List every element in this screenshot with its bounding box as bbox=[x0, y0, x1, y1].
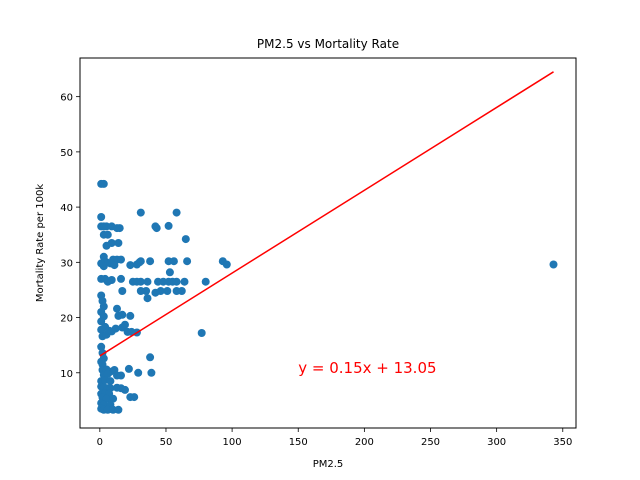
x-tick-label: 250 bbox=[421, 437, 440, 448]
fit-layer bbox=[99, 71, 554, 357]
data-point bbox=[143, 294, 152, 303]
data-point bbox=[163, 287, 172, 295]
data-point bbox=[177, 287, 186, 295]
x-axis-title: PM2.5 bbox=[313, 459, 344, 470]
data-point bbox=[197, 329, 206, 337]
data-point bbox=[146, 257, 155, 266]
chart-title: PM2.5 vs Mortality Rate bbox=[257, 37, 399, 51]
plot-frame bbox=[79, 57, 577, 429]
y-tick-label: 30 bbox=[60, 258, 73, 269]
data-point bbox=[126, 261, 135, 270]
data-point bbox=[121, 320, 129, 329]
data-point bbox=[113, 304, 121, 313]
data-point bbox=[549, 260, 558, 269]
data-point bbox=[106, 377, 115, 386]
data-point bbox=[136, 287, 145, 295]
data-point bbox=[130, 393, 139, 402]
data-point bbox=[172, 277, 181, 286]
data-point bbox=[126, 311, 135, 320]
data-point bbox=[117, 255, 125, 264]
regression-line bbox=[99, 71, 554, 357]
data-point bbox=[146, 353, 155, 362]
data-point bbox=[117, 371, 125, 380]
data-point bbox=[136, 277, 145, 286]
y-tick-label: 40 bbox=[60, 203, 73, 214]
data-point bbox=[103, 230, 112, 239]
data-point bbox=[183, 257, 192, 266]
data-point bbox=[99, 179, 108, 188]
data-point bbox=[118, 287, 127, 295]
data-point bbox=[172, 208, 181, 217]
data-point bbox=[109, 394, 118, 403]
x-tick-label: 300 bbox=[487, 437, 506, 448]
data-point bbox=[147, 368, 156, 377]
points-layer bbox=[97, 179, 558, 414]
data-point bbox=[102, 394, 111, 403]
data-point bbox=[124, 364, 133, 373]
data-point bbox=[114, 405, 123, 414]
y-tick-label: 20 bbox=[60, 314, 73, 325]
data-point bbox=[121, 385, 129, 394]
ticks-layer: 0 50 100 150 200 250 300 350 10 20 30 40 50 60 bbox=[60, 93, 572, 448]
data-point bbox=[107, 276, 116, 284]
data-point bbox=[152, 224, 161, 233]
data-point bbox=[103, 369, 112, 378]
regression-equation: y = 0.15x + 13.05 bbox=[298, 359, 436, 377]
y-tick-label: 10 bbox=[60, 369, 73, 380]
data-point bbox=[110, 261, 119, 270]
data-point bbox=[97, 213, 106, 221]
data-point bbox=[115, 224, 124, 233]
data-point bbox=[97, 325, 106, 334]
x-tick-label: 150 bbox=[289, 437, 308, 448]
y-axis-title: Mortality Rate per 100k bbox=[35, 184, 46, 302]
x-tick-label: 100 bbox=[223, 437, 242, 448]
data-point bbox=[169, 257, 178, 266]
data-point bbox=[117, 274, 125, 283]
data-point bbox=[118, 310, 127, 319]
x-tick-label: 350 bbox=[553, 437, 572, 448]
y-tick-label: 50 bbox=[60, 148, 73, 159]
data-point bbox=[114, 239, 123, 247]
data-point bbox=[136, 208, 145, 217]
y-tick-label: 60 bbox=[60, 93, 73, 104]
data-point bbox=[99, 262, 108, 271]
data-point bbox=[222, 260, 231, 269]
data-point bbox=[181, 235, 190, 244]
x-tick-label: 0 bbox=[97, 437, 103, 448]
x-tick-label: 50 bbox=[160, 437, 173, 448]
data-point bbox=[136, 257, 145, 266]
data-point bbox=[201, 277, 210, 286]
data-point bbox=[143, 277, 152, 286]
data-point bbox=[134, 368, 143, 377]
data-point bbox=[97, 342, 106, 351]
data-point bbox=[107, 239, 116, 247]
data-point bbox=[164, 221, 173, 230]
data-point bbox=[180, 277, 189, 286]
data-point bbox=[165, 268, 174, 277]
x-tick-label: 200 bbox=[355, 437, 374, 448]
data-point bbox=[111, 324, 120, 333]
data-point bbox=[156, 287, 165, 295]
